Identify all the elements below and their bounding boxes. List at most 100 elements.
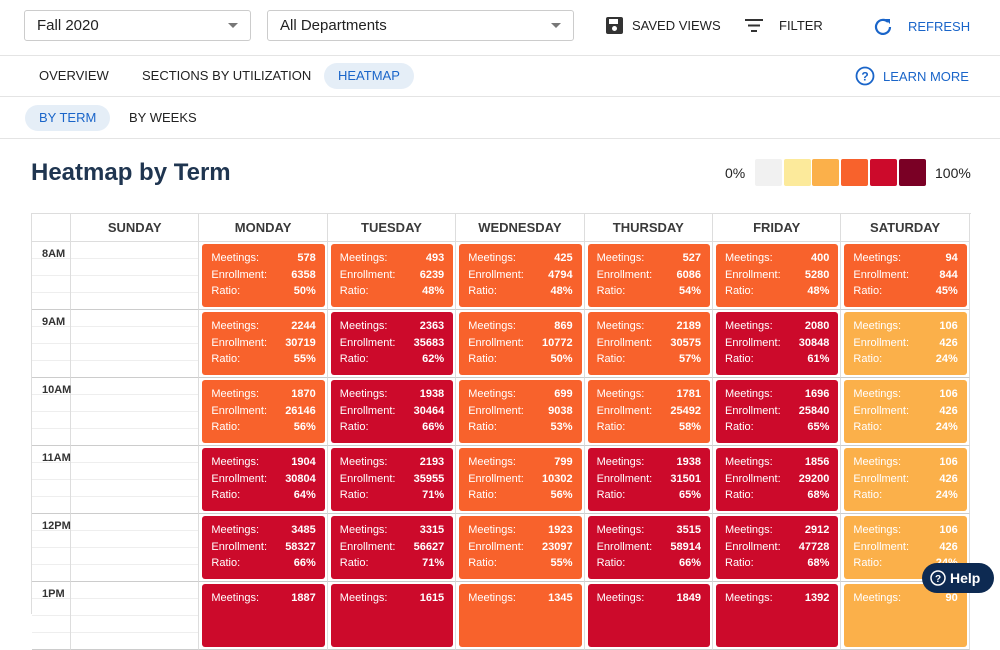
field-value: 1696 bbox=[804, 388, 830, 400]
field-label: Meetings: bbox=[211, 320, 260, 332]
field-label: Ratio: bbox=[853, 489, 883, 501]
learn-more[interactable]: LEARN MORE bbox=[883, 69, 969, 84]
cell-row: Enrollment: 30804 bbox=[211, 473, 315, 485]
heat-cell: Meetings: 3515 Enrollment: 58914 Ratio: 66% bbox=[587, 516, 710, 579]
term-select[interactable]: Fall 2020 bbox=[24, 10, 251, 41]
field-value: 1849 bbox=[676, 592, 701, 604]
field-label: Meetings: bbox=[596, 592, 645, 604]
subtab[interactable]: BY WEEKS bbox=[129, 110, 197, 125]
field-label: Ratio: bbox=[725, 421, 754, 433]
tab[interactable]: HEATMAP bbox=[324, 63, 414, 89]
field-value: 106 bbox=[939, 320, 958, 332]
heat-cell: Meetings: 1923 Enrollment: 23097 Ratio: 55% bbox=[459, 516, 582, 579]
field-value: 26146 bbox=[285, 404, 316, 417]
heat-cell: Meetings: 94 Enrollment: 844 Ratio: 45% bbox=[844, 244, 967, 307]
field-value: 1615 bbox=[419, 592, 445, 604]
field-value: 45% bbox=[935, 285, 958, 297]
grid-cell bbox=[841, 242, 970, 310]
tab[interactable]: OVERVIEW bbox=[39, 68, 109, 83]
legend-swatch bbox=[812, 159, 840, 186]
cell-row: Meetings: 2244 bbox=[211, 320, 315, 332]
heat-cell: Meetings: 90 bbox=[844, 584, 967, 647]
day-header: WEDNESDAY bbox=[456, 214, 585, 242]
field-label: Enrollment: bbox=[853, 336, 910, 349]
day-header: FRIDAY bbox=[713, 214, 842, 242]
field-label: Ratio: bbox=[725, 489, 754, 501]
field-value: 1938 bbox=[419, 388, 445, 400]
help-button[interactable]: ? Help bbox=[922, 563, 994, 593]
cell-row: Meetings: 106 bbox=[853, 524, 957, 536]
legend-max: 100% bbox=[935, 165, 971, 181]
cell-row: Ratio: 55% bbox=[211, 353, 315, 365]
field-label: Enrollment: bbox=[211, 268, 268, 281]
field-label: Ratio: bbox=[468, 421, 497, 433]
field-label: Meetings: bbox=[211, 524, 260, 536]
heat-cell: Meetings: 106 Enrollment: 426 Ratio: 24% bbox=[844, 448, 967, 511]
grid-cell bbox=[456, 514, 585, 582]
grid-cell bbox=[841, 310, 970, 378]
save-icon bbox=[606, 17, 623, 34]
field-value: 61% bbox=[807, 353, 830, 365]
field-value: 55% bbox=[550, 557, 573, 569]
department-select[interactable]: All Departments bbox=[267, 10, 574, 41]
heat-cell: Meetings: 1849 bbox=[587, 584, 710, 647]
term: Fall 2020 bbox=[37, 17, 99, 34]
field-value: 50% bbox=[550, 353, 573, 365]
field-label: Enrollment: bbox=[725, 336, 781, 349]
field-label: Ratio: bbox=[211, 285, 241, 297]
field-value: 53% bbox=[550, 421, 573, 433]
field-value: 106 bbox=[939, 456, 958, 468]
heat-cell: Meetings: 1856 Enrollment: 29200 Ratio: 68% bbox=[716, 448, 839, 511]
field-value: 2363 bbox=[419, 320, 445, 332]
field-label: Meetings: bbox=[853, 456, 902, 468]
heat-cell: Meetings: 106 Enrollment: 426 Ratio: 24% bbox=[844, 312, 967, 375]
cell-row: Ratio: 53% bbox=[468, 421, 572, 433]
field-label: Enrollment: bbox=[339, 336, 396, 349]
heat-cell: Meetings: 3485 Enrollment: 58327 Ratio: 66% bbox=[202, 516, 325, 579]
field-value: 578 bbox=[297, 252, 316, 264]
cell-row: Enrollment: 47728 bbox=[725, 541, 829, 553]
cell-row: Meetings: 2912 bbox=[725, 524, 829, 536]
field-value: 1345 bbox=[548, 592, 573, 604]
field-label: Ratio: bbox=[596, 557, 626, 569]
grid-cell bbox=[199, 446, 328, 514]
field-value: 527 bbox=[682, 252, 701, 264]
field-value: 1938 bbox=[676, 456, 701, 468]
field-label: Meetings: bbox=[468, 388, 516, 400]
grid-cell bbox=[713, 514, 842, 582]
cell-row: Meetings: 1938 bbox=[340, 388, 444, 400]
field-value: 30804 bbox=[285, 472, 316, 485]
heading: Heatmap by Term bbox=[31, 159, 231, 186]
field-label: Meetings: bbox=[596, 388, 645, 400]
field-value: 35955 bbox=[413, 472, 445, 485]
grid-cell bbox=[584, 378, 713, 446]
field-label: Enrollment: bbox=[211, 336, 268, 349]
field-value: 24% bbox=[935, 353, 958, 365]
cell-row: Ratio: 48% bbox=[725, 285, 829, 297]
field-value: 58327 bbox=[285, 540, 316, 553]
cell-row: Ratio: 71% bbox=[340, 489, 444, 501]
filter[interactable]: FILTER bbox=[779, 18, 823, 33]
cell-row: Enrollment: 10302 bbox=[468, 473, 572, 485]
field-label: Meetings: bbox=[468, 456, 516, 468]
field-label: Meetings: bbox=[853, 320, 902, 332]
saved-views[interactable]: SAVED VIEWS bbox=[632, 18, 721, 33]
field-value: 10772 bbox=[541, 336, 573, 349]
time-label: 12PM bbox=[42, 520, 71, 532]
cell-row: Enrollment: 31501 bbox=[597, 473, 701, 485]
field-value: 869 bbox=[554, 320, 573, 332]
cell-row: Enrollment: 26146 bbox=[211, 405, 315, 417]
field-value: 31501 bbox=[670, 472, 701, 485]
cell-row: Meetings: 94 bbox=[853, 252, 957, 264]
field-value: 3485 bbox=[291, 524, 316, 536]
field-label: Meetings: bbox=[339, 320, 388, 332]
refresh[interactable]: REFRESH bbox=[908, 19, 971, 34]
subtab[interactable]: BY TERM bbox=[25, 105, 111, 131]
heat-cell: Meetings: 2912 Enrollment: 47728 Ratio: 68% bbox=[716, 516, 839, 579]
grid-cell bbox=[584, 514, 713, 582]
cell-row: Enrollment: 9038 bbox=[468, 405, 572, 417]
field-value: 2189 bbox=[676, 320, 701, 332]
heat-cell: Meetings: 2363 Enrollment: 35683 Ratio: 62% bbox=[330, 312, 454, 375]
field-value: 66% bbox=[422, 421, 445, 433]
tab[interactable]: SECTIONS BY UTILIZATION bbox=[142, 68, 312, 83]
